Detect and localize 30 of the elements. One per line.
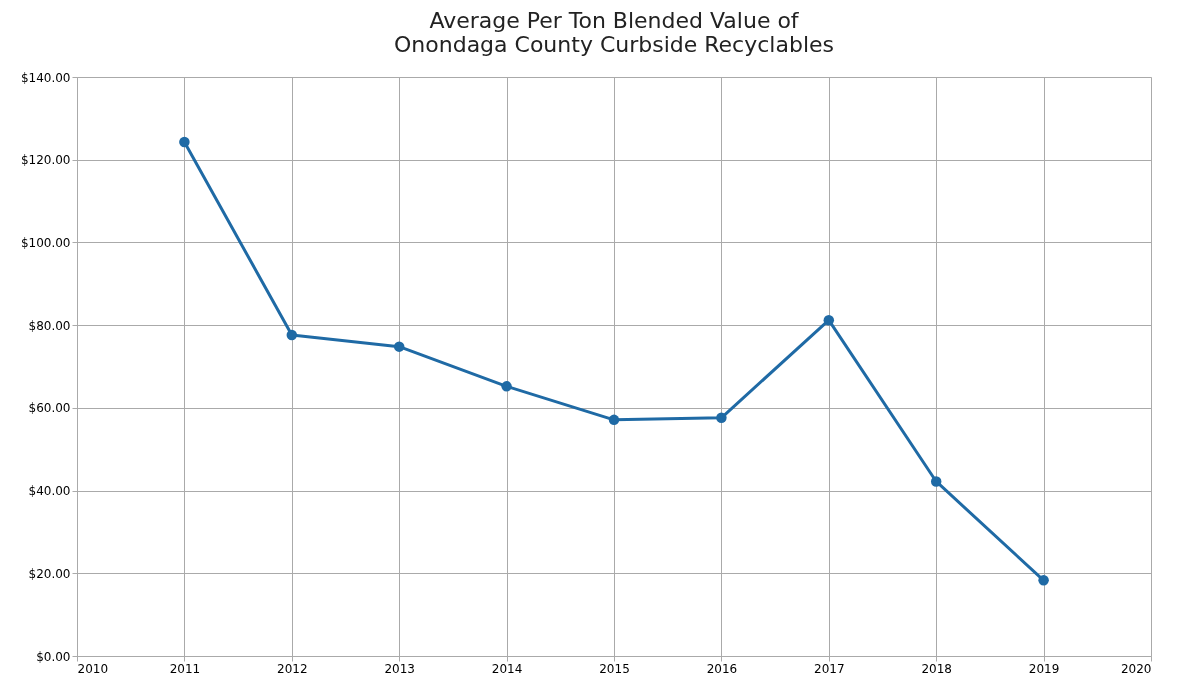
- x-tick-label: 2016: [706, 661, 738, 676]
- y-tick-label: $140.00: [20, 70, 71, 85]
- x-tick-label: 2015: [599, 661, 630, 676]
- y-tick-label: $0.00: [36, 649, 71, 664]
- point: [930, 476, 942, 487]
- point: [501, 381, 512, 392]
- y-tick-label: $80.00: [28, 318, 71, 333]
- y-tick-label: $40.00: [28, 484, 71, 499]
- y-tick-label: $120.00: [20, 153, 71, 168]
- y-tick-label: $20.00: [28, 566, 71, 581]
- text: Average Per Ton Blended Value of: [429, 8, 799, 33]
- x-tick-label: 2019: [1028, 661, 1060, 676]
- y-tick-label: $60.00: [28, 401, 71, 416]
- point: [608, 414, 620, 426]
- x-tick-label: 2018: [921, 661, 952, 676]
- x-tick-label: 2017: [814, 661, 845, 676]
- text: Onondaga County Curbside Recyclables: [394, 32, 834, 57]
- x-tick-label: 2014: [491, 661, 523, 676]
- x-tick-label: 2020: [1120, 661, 1152, 676]
- point: [286, 329, 298, 341]
- point: [1038, 575, 1049, 586]
- y-tick-label: $100.00: [20, 235, 71, 250]
- point: [393, 341, 405, 352]
- x-tick-label: 2011: [169, 661, 201, 676]
- x-tick-label: 2010: [77, 661, 109, 676]
- x-tick-label: 2013: [384, 661, 415, 676]
- point: [179, 136, 190, 148]
- point: [716, 412, 727, 424]
- x-tick-label: 2012: [277, 661, 308, 676]
- point: [823, 314, 835, 326]
